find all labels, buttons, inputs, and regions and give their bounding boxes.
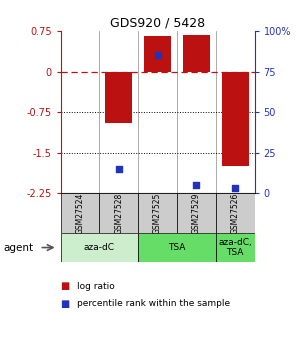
Text: GSM27526: GSM27526: [231, 193, 240, 234]
Point: [155, 52, 160, 58]
Bar: [144, 37, 171, 71]
Text: aza-dC,
TSA: aza-dC, TSA: [218, 238, 252, 257]
Text: GSM27529: GSM27529: [192, 193, 201, 234]
Bar: [216, 233, 255, 262]
Point: [194, 182, 199, 188]
Text: percentile rank within the sample: percentile rank within the sample: [77, 299, 230, 308]
Bar: [183, 35, 210, 71]
Bar: [216, 193, 255, 233]
Bar: [177, 193, 216, 233]
Text: GSM27525: GSM27525: [153, 193, 162, 234]
Bar: [61, 233, 138, 262]
Text: log ratio: log ratio: [77, 282, 115, 291]
Point: [116, 166, 121, 171]
Text: aza-dC: aza-dC: [84, 243, 115, 252]
Text: agent: agent: [3, 243, 33, 253]
Bar: [138, 193, 177, 233]
Bar: [99, 193, 138, 233]
Bar: [61, 193, 99, 233]
Bar: [221, 71, 249, 166]
Text: GSM27528: GSM27528: [114, 193, 123, 234]
Text: ■: ■: [61, 299, 70, 308]
Point: [233, 186, 238, 191]
Text: ■: ■: [61, 282, 70, 291]
Bar: [138, 233, 216, 262]
Text: GSM27524: GSM27524: [75, 193, 85, 234]
Text: TSA: TSA: [168, 243, 186, 252]
Title: GDS920 / 5428: GDS920 / 5428: [110, 17, 205, 30]
Bar: [105, 71, 132, 123]
